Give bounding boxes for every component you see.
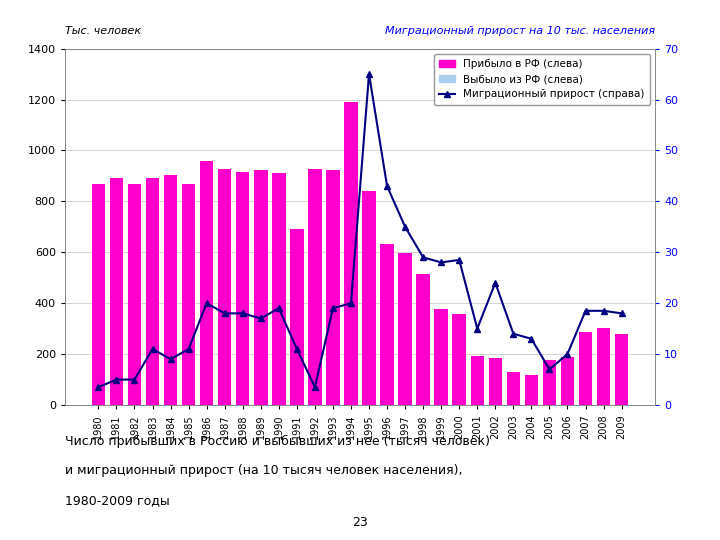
Bar (380, 332, 394, 405)
Text: Тыс. человек: Тыс. человек (65, 26, 141, 36)
Bar (164, 220, 177, 405)
Bar (579, 332, 593, 405)
Bar (561, 357, 575, 405)
Bar (470, 374, 484, 405)
Text: 23: 23 (352, 516, 368, 530)
Text: Число прибывших в Россию и выбывших из нее (тысяч человек): Число прибывших в Россию и выбывших из н… (65, 435, 490, 448)
Bar (272, 173, 286, 405)
Bar (344, 102, 358, 405)
Bar (182, 184, 195, 405)
Bar (254, 224, 268, 405)
Bar (615, 334, 629, 405)
Bar (362, 191, 376, 405)
Bar (543, 387, 556, 405)
Bar (218, 168, 231, 405)
Bar (543, 360, 556, 405)
Bar (326, 170, 340, 405)
Bar (290, 233, 304, 405)
Bar (236, 224, 250, 405)
Bar (525, 385, 538, 405)
Text: Миграционный прирост на 10 тыс. населения: Миграционный прирост на 10 тыс. населени… (385, 26, 655, 36)
Bar (597, 328, 611, 405)
Legend: Прибыло в РФ (слева), Выбыло из РФ (слева), Миграционный прирост (справа): Прибыло в РФ (слева), Выбыло из РФ (слев… (434, 54, 650, 105)
Bar (615, 397, 629, 405)
Bar (507, 372, 520, 405)
Bar (362, 319, 376, 405)
Bar (525, 375, 538, 405)
Bar (308, 233, 322, 405)
Bar (200, 225, 213, 405)
Bar (434, 308, 448, 405)
Bar (254, 170, 268, 405)
Bar (507, 381, 520, 405)
Bar (398, 346, 412, 405)
Bar (164, 174, 177, 405)
Bar (109, 213, 123, 405)
Bar (344, 319, 358, 405)
Bar (326, 282, 340, 405)
Bar (597, 395, 611, 405)
Bar (489, 358, 502, 405)
Text: и миграционный прирост (на 10 тысяч человек населения),: и миграционный прирост (на 10 тысяч чело… (65, 464, 462, 477)
Bar (145, 220, 159, 405)
Bar (380, 245, 394, 405)
Bar (236, 172, 250, 405)
Bar (272, 217, 286, 405)
Bar (416, 274, 430, 405)
Bar (109, 178, 123, 405)
Bar (182, 225, 195, 405)
Bar (145, 178, 159, 405)
Bar (200, 160, 213, 405)
Bar (290, 229, 304, 405)
Bar (416, 351, 430, 405)
Bar (91, 184, 105, 405)
Bar (489, 378, 502, 405)
Bar (218, 232, 231, 405)
Bar (561, 392, 575, 405)
Bar (127, 220, 141, 405)
Bar (127, 184, 141, 405)
Text: 1980-2009 годы: 1980-2009 годы (65, 494, 169, 507)
Bar (452, 314, 466, 405)
Bar (398, 253, 412, 405)
Bar (452, 368, 466, 405)
Bar (308, 169, 322, 405)
Bar (434, 350, 448, 405)
Bar (91, 207, 105, 405)
Bar (579, 393, 593, 405)
Bar (470, 356, 484, 405)
